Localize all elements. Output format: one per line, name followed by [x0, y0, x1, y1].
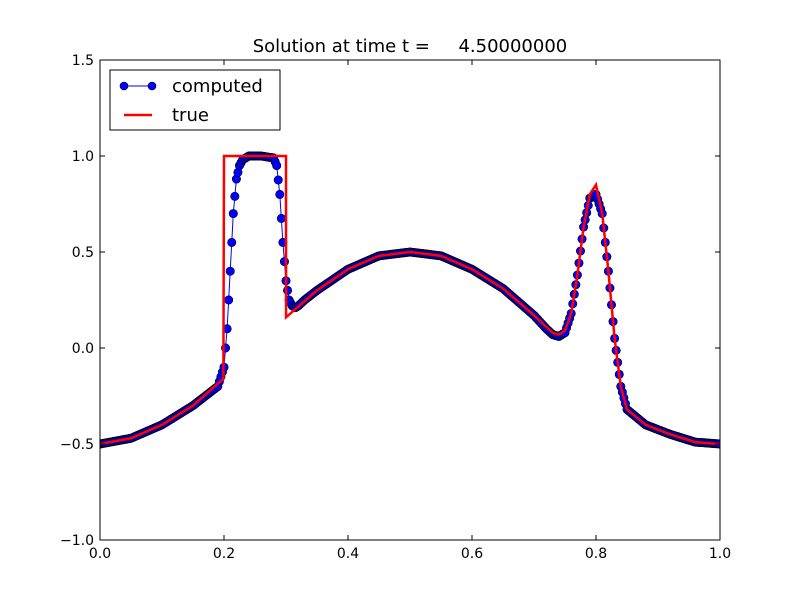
y-tick-label-3: 0.5: [72, 245, 94, 261]
x-tick-label-2: 0.4: [337, 546, 359, 562]
computed-point-121: [283, 285, 293, 295]
legend-true-label: true: [172, 105, 209, 126]
y-tick-label-5: 1.5: [72, 53, 94, 69]
computed-point-119: [279, 257, 289, 267]
axes-layer: 0.0 0.2 0.4 0.6 0.8 1.0 −1.0 −0.5 0.0 0.5 1.0 1.5: [60, 53, 731, 562]
x-tick-label-0: 0.0: [89, 546, 111, 562]
legend-frame: [109, 69, 281, 131]
legend-computed-marker-right: [147, 81, 157, 91]
y-tick-label-2: 0.0: [72, 341, 94, 357]
x-tick-label-5: 1.0: [709, 546, 731, 562]
legend-computed-marker-left: [119, 81, 129, 91]
computed-point-114: [272, 161, 282, 171]
series-layer: [100, 151, 720, 449]
y-tick-label-1: −0.5: [60, 437, 94, 453]
x-tick-label-1: 0.2: [213, 546, 235, 562]
plot-frame: [99, 59, 721, 541]
computed-point-83: [224, 295, 234, 305]
y-tick-label-0: −1.0: [60, 533, 94, 549]
y-tick-label-4: 1.0: [72, 149, 94, 165]
x-tick-label-4: 0.8: [585, 546, 607, 562]
true-line: [100, 154, 720, 446]
x-tick-label-3: 0.6: [461, 546, 483, 562]
computed-point-115: [273, 175, 283, 185]
chart-title: Solution at time t = 4.50000000: [253, 36, 568, 57]
computed-point-86: [228, 209, 238, 219]
computed-point-117: [276, 213, 286, 223]
legend: computed true: [109, 69, 281, 131]
legend-computed-label: computed: [172, 76, 263, 97]
computed-point-84: [225, 266, 235, 276]
computed-point-85: [227, 237, 237, 247]
computed-point-116: [275, 189, 285, 199]
computed-point-87: [230, 191, 240, 201]
